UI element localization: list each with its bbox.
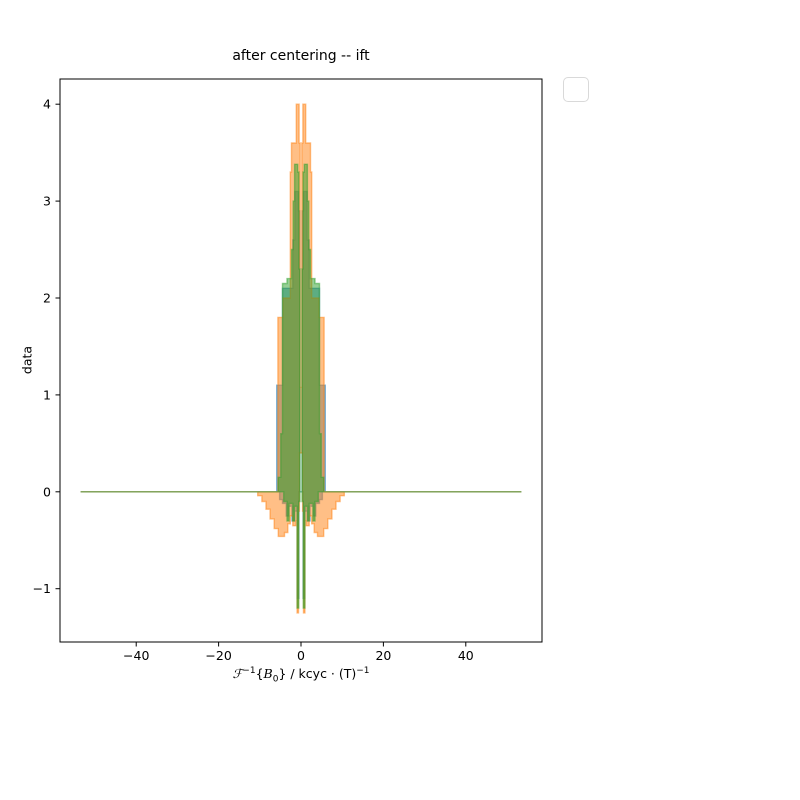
y-axis-ticks: −1 0 1 2 3 4 [33,97,60,596]
xlabel-f-exponent: −1 [242,666,256,676]
x-axis-ticks: −40 −20 0 20 40 [123,642,474,663]
xlabel-symbol-subscript: 0 [272,674,279,685]
x-tick-label: −40 [123,648,149,663]
axes-frame [59,78,543,643]
data-series-group [80,103,522,614]
legend-box [563,77,589,102]
x-tick-label: 20 [375,648,391,663]
y-tick-label: 4 [43,97,51,112]
x-tick-label: 40 [458,648,474,663]
xlabel-units: } / kcyc · (T) [278,666,357,682]
xlabel-mathcal-f: ℱ [232,666,243,682]
series-2-green [80,163,522,609]
y-tick-label: 2 [43,290,51,305]
y-tick-label: 1 [43,387,51,402]
x-axis-label: ℱ−1{B0} / kcyc · (T)−1 [232,666,369,685]
figure-title: after centering -- ift [232,48,370,64]
y-axis-label: data [19,345,35,375]
y-tick-label: −1 [33,581,51,596]
x-tick-label: 0 [297,648,305,663]
series-1-orange [80,103,522,614]
xlabel-t-exponent: −1 [356,666,370,676]
y-tick-label: 0 [43,484,51,499]
x-tick-label: −20 [205,648,231,663]
xlabel-open-brace: { [255,666,264,682]
xlabel-symbol-b: B [263,666,273,682]
y-tick-label: 3 [43,194,51,209]
